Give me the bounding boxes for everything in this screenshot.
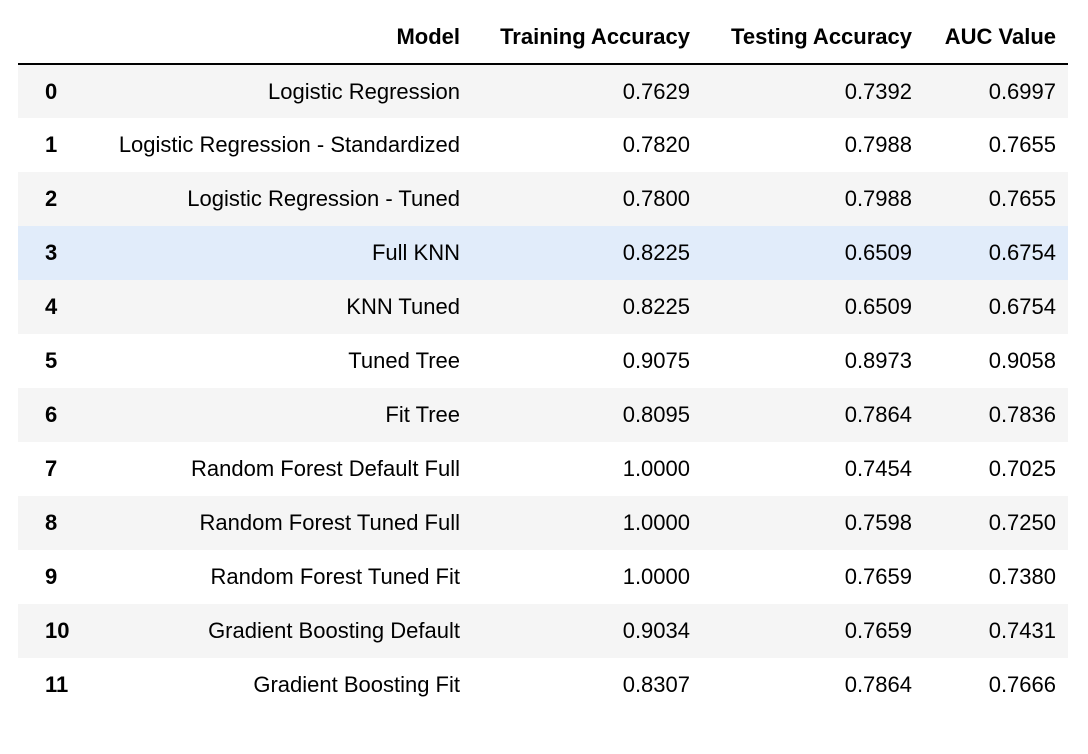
table-row: 0 Logistic Regression 0.7629 0.7392 0.6997 [18,64,1068,118]
testing-accuracy-cell: 0.7988 [844,132,912,157]
training-accuracy-cell: 0.9034 [622,618,690,643]
table-row: 2 Logistic Regression - Tuned 0.7800 0.7988… [18,172,1068,226]
testing-accuracy-cell: 0.6509 [844,240,912,265]
training-accuracy-cell: 1.0000 [622,456,690,481]
auc-value-cell: 0.7380 [988,564,1056,589]
testing-accuracy-cell: 0.7659 [844,564,912,589]
training-accuracy-cell: 1.0000 [622,564,690,589]
training-accuracy-cell: 0.7820 [622,132,690,157]
auc-value-cell: 0.6754 [988,294,1056,319]
row-index-cell: 10 [45,618,70,643]
table-row: 9 Random Forest Tuned Fit 1.0000 0.7659 0.73… [18,550,1068,604]
column-header-index [18,10,83,65]
training-accuracy-cell: 0.9075 [622,348,690,373]
table-row: 7 Random Forest Default Full 1.0000 0.7454 0… [18,442,1068,496]
model-name-cell: Tuned Tree [348,348,460,373]
row-index-cell: 6 [45,402,58,427]
row-index-cell: 0 [45,78,58,104]
training-accuracy-cell: 0.7629 [622,78,690,104]
training-accuracy-cell: 0.7800 [622,186,690,211]
model-name-cell: Logistic Regression - Tuned [187,186,460,211]
training-accuracy-cell: 0.8095 [622,402,690,427]
table-row: 8 Random Forest Tuned Full 1.0000 0.7598 0.7… [18,496,1068,550]
row-index-cell: 1 [45,132,58,157]
row-index-cell: 3 [45,240,58,265]
model-name-cell: Full KNN [371,240,460,265]
column-header-testing-accuracy: Testing Accuracy [702,10,924,65]
auc-value-cell: 0.6754 [988,240,1056,265]
model-name-cell: Fit Tree [385,402,460,427]
column-header-auc-value: AUC Value [924,10,1068,65]
results-dataframe: Model Training Accuracy Testing Accuracy… [18,10,1068,712]
model-name-cell: Gradient Boosting Default [208,618,460,643]
table-row: 1 Logistic Regression - Standardized 0.782… [18,118,1068,172]
row-index-cell: 11 [45,672,69,697]
testing-accuracy-cell: 0.7659 [844,618,912,643]
training-accuracy-cell: 1.0000 [622,510,690,535]
training-accuracy-cell: 0.8225 [622,294,690,319]
table-row: 5 Tuned Tree 0.9075 0.8973 0.9058 [18,334,1068,388]
training-accuracy-cell: 0.8225 [622,240,690,265]
auc-value-cell: 0.7431 [988,618,1056,643]
row-index-cell: 5 [45,348,58,373]
table-row: 11 Gradient Boosting Fit 0.8307 0.7864 0.766… [18,658,1068,712]
model-name-cell: KNN Tuned [346,294,460,319]
auc-value-cell: 0.6997 [988,78,1056,104]
testing-accuracy-cell: 0.8973 [844,348,912,373]
training-accuracy-cell: 0.8307 [622,672,690,697]
model-name-cell: Logistic Regression - Standardized [118,132,460,157]
auc-value-cell: 0.7655 [988,186,1056,211]
table-row: 4 KNN Tuned 0.8225 0.6509 0.6754 [18,280,1068,334]
table-body: 0 Logistic Regression 0.7629 0.7392 0.6997 1 L… [18,64,1068,712]
auc-value-cell: 0.7250 [988,510,1056,535]
table-row: 10 Gradient Boosting Default 0.9034 0.7659 0… [18,604,1068,658]
testing-accuracy-cell: 0.7454 [844,456,912,481]
auc-value-cell: 0.7666 [988,672,1056,697]
column-header-training-accuracy: Training Accuracy [472,10,702,65]
row-index-cell: 8 [45,510,58,535]
model-name-cell: Random Forest Tuned Fit [210,564,460,589]
testing-accuracy-cell: 0.7864 [844,402,912,427]
auc-value-cell: 0.7836 [988,402,1056,427]
header-row: Model Training Accuracy Testing Accuracy… [18,10,1068,65]
auc-value-cell: 0.7025 [988,456,1056,481]
testing-accuracy-cell: 0.6509 [844,294,912,319]
table-row: 3 Full KNN 0.8225 0.6509 0.6754 [18,226,1068,280]
row-index-cell: 9 [45,564,58,589]
table-row: 6 Fit Tree 0.8095 0.7864 0.7836 [18,388,1068,442]
testing-accuracy-cell: 0.7864 [844,672,912,697]
testing-accuracy-cell: 0.7598 [844,510,912,535]
testing-accuracy-cell: 0.7988 [844,186,912,211]
row-index-cell: 7 [45,456,58,481]
model-comparison-table: Model Training Accuracy Testing Accuracy… [18,10,1068,712]
model-name-cell: Logistic Regression [268,78,460,104]
auc-value-cell: 0.9058 [988,348,1056,373]
testing-accuracy-cell: 0.7392 [844,78,912,104]
row-index-cell: 2 [45,186,58,211]
auc-value-cell: 0.7655 [988,132,1056,157]
row-index-cell: 4 [45,294,58,319]
column-header-model: Model [83,10,472,65]
model-name-cell: Random Forest Tuned Full [199,510,460,535]
model-name-cell: Gradient Boosting Fit [253,672,460,697]
model-name-cell: Random Forest Default Full [191,456,460,481]
